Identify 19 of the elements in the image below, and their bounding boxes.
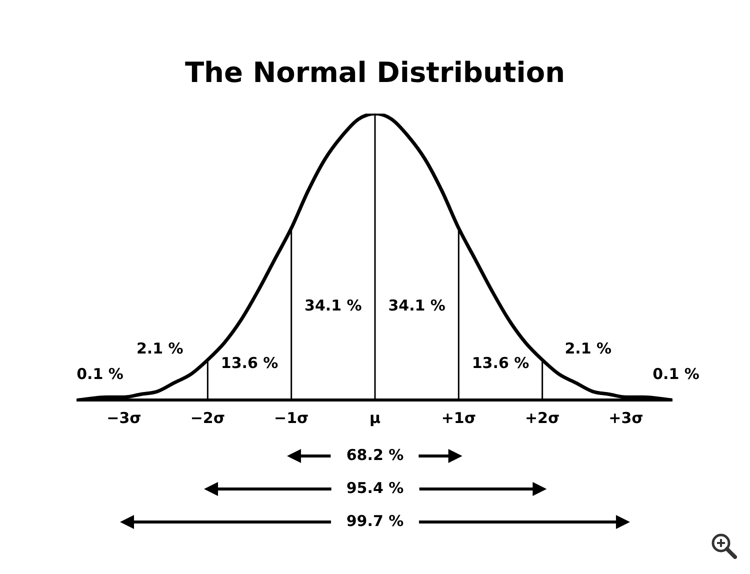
text: 99.7 % <box>346 512 404 530</box>
chart-title: The Normal Distribution <box>184 56 566 90</box>
x-tick-label: −3σ <box>106 408 142 427</box>
x-tick-label: +3σ <box>608 408 644 427</box>
annotation: 34.1 % <box>304 296 362 314</box>
annotation: 0.1 % <box>76 365 124 384</box>
annotation: 13.6 % <box>220 354 278 372</box>
x-tick-label: +1σ <box>441 408 476 427</box>
annotation: 2.1 % <box>136 339 184 358</box>
annotation: 2.1 % <box>564 339 612 358</box>
x-tick-label: +2σ <box>524 408 560 427</box>
annotation: 0.1 % <box>652 365 700 384</box>
x-tick-label: −2σ <box>190 408 226 427</box>
text: 95.4 % <box>346 478 404 497</box>
x-tick-label: μ <box>369 408 381 427</box>
annotation: 34.1 % <box>388 296 446 314</box>
text: 68.2 % <box>346 446 404 464</box>
annotation: 13.6 % <box>472 354 530 372</box>
x-tick-label: −1σ <box>274 408 309 427</box>
